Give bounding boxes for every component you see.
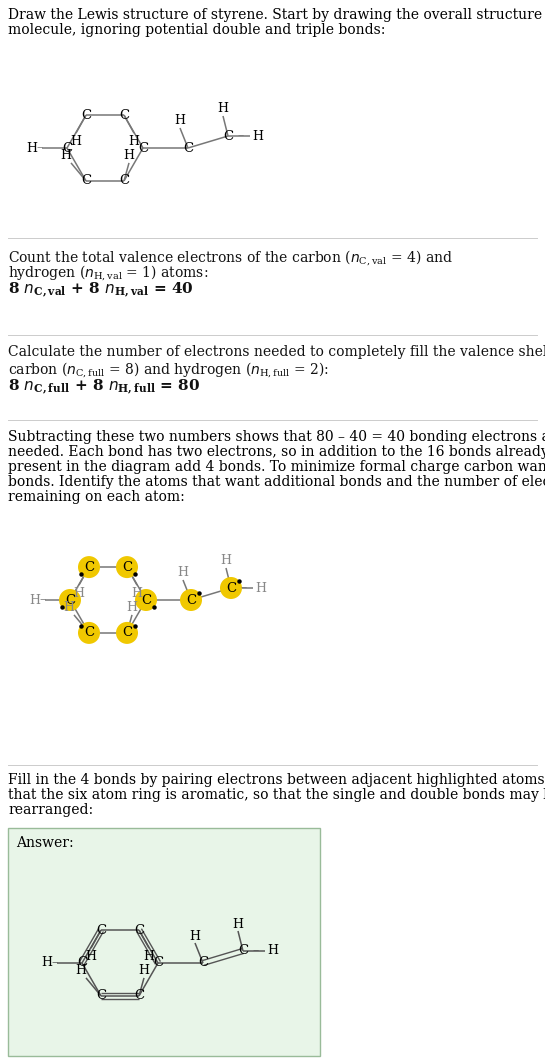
Text: C: C xyxy=(134,990,144,1003)
Text: C: C xyxy=(122,626,132,640)
Text: C: C xyxy=(81,174,91,188)
Text: –: – xyxy=(37,141,43,155)
Circle shape xyxy=(116,622,138,644)
Text: C: C xyxy=(84,626,94,640)
Text: H: H xyxy=(138,964,149,977)
Text: C: C xyxy=(141,593,151,607)
Text: carbon ($n_\mathregular{C,full}$ = 8) and hydrogen ($n_\mathregular{H,full}$ = 2: carbon ($n_\mathregular{C,full}$ = 8) an… xyxy=(8,360,329,380)
Text: H: H xyxy=(64,602,75,614)
Text: H: H xyxy=(174,115,185,127)
Text: H: H xyxy=(221,555,232,568)
Text: C: C xyxy=(62,141,72,155)
Text: C: C xyxy=(119,108,129,122)
Text: H: H xyxy=(178,567,189,579)
Text: rearranged:: rearranged: xyxy=(8,803,93,817)
Text: C: C xyxy=(134,923,144,937)
Text: 8 $n_\mathregular{C,val}$ + 8 $n_\mathregular{H,val}$ = 40: 8 $n_\mathregular{C,val}$ + 8 $n_\mathre… xyxy=(8,280,194,299)
Text: H: H xyxy=(29,593,40,607)
Text: H: H xyxy=(268,944,278,957)
Text: H: H xyxy=(190,929,201,942)
Text: C: C xyxy=(153,957,163,970)
Text: present in the diagram add 4 bonds. To minimize formal charge carbon wants 4: present in the diagram add 4 bonds. To m… xyxy=(8,460,545,474)
Text: H: H xyxy=(126,602,137,614)
Text: H: H xyxy=(256,581,267,594)
Text: H: H xyxy=(70,135,82,147)
Text: C: C xyxy=(223,129,233,142)
Text: C: C xyxy=(138,141,148,155)
Text: –: – xyxy=(52,957,58,970)
Text: H: H xyxy=(131,587,142,599)
Text: hydrogen ($n_\mathregular{H,val}$ = 1) atoms:: hydrogen ($n_\mathregular{H,val}$ = 1) a… xyxy=(8,263,208,282)
Text: H: H xyxy=(143,950,154,962)
Text: 8 $n_\mathregular{C,full}$ + 8 $n_\mathregular{H,full}$ = 80: 8 $n_\mathregular{C,full}$ + 8 $n_\mathr… xyxy=(8,377,201,396)
Text: C: C xyxy=(84,560,94,574)
Text: Calculate the number of electrons needed to completely fill the valence shells f: Calculate the number of electrons needed… xyxy=(8,345,545,359)
Text: C: C xyxy=(122,560,132,574)
Text: Count the total valence electrons of the carbon ($n_\mathregular{C,val}$ = 4) an: Count the total valence electrons of the… xyxy=(8,248,453,267)
Text: –: – xyxy=(238,129,244,142)
Text: C: C xyxy=(119,174,129,188)
Text: H: H xyxy=(86,950,96,962)
Text: C: C xyxy=(81,108,91,122)
Text: H: H xyxy=(129,135,140,147)
Text: H: H xyxy=(217,103,228,116)
Text: molecule, ignoring potential double and triple bonds:: molecule, ignoring potential double and … xyxy=(8,23,385,37)
Circle shape xyxy=(180,589,202,611)
Circle shape xyxy=(78,622,100,644)
Text: Fill in the 4 bonds by pairing electrons between adjacent highlighted atoms. Not: Fill in the 4 bonds by pairing electrons… xyxy=(8,773,545,787)
Text: needed. Each bond has two electrons, so in addition to the 16 bonds already: needed. Each bond has two electrons, so … xyxy=(8,445,545,459)
Text: Draw the Lewis structure of styrene. Start by drawing the overall structure of t: Draw the Lewis structure of styrene. Sta… xyxy=(8,8,545,22)
Text: C: C xyxy=(65,593,75,607)
Text: H: H xyxy=(233,918,244,930)
Text: that the six atom ring is aromatic, so that the single and double bonds may be: that the six atom ring is aromatic, so t… xyxy=(8,788,545,802)
Text: H: H xyxy=(27,141,38,155)
Text: H: H xyxy=(124,150,135,162)
Text: H: H xyxy=(60,150,71,162)
Text: C: C xyxy=(96,990,106,1003)
Text: Subtracting these two numbers shows that 80 – 40 = 40 bonding electrons are: Subtracting these two numbers shows that… xyxy=(8,430,545,443)
Text: H: H xyxy=(76,964,87,977)
Text: H: H xyxy=(252,129,263,142)
Text: remaining on each atom:: remaining on each atom: xyxy=(8,490,185,504)
Text: H: H xyxy=(74,587,84,599)
Text: bonds. Identify the atoms that want additional bonds and the number of electrons: bonds. Identify the atoms that want addi… xyxy=(8,475,545,489)
Circle shape xyxy=(135,589,157,611)
Circle shape xyxy=(116,556,138,578)
Text: C: C xyxy=(183,141,193,155)
Text: Answer:: Answer: xyxy=(16,836,74,850)
Text: –: – xyxy=(253,944,259,957)
Text: C: C xyxy=(198,957,208,970)
Circle shape xyxy=(59,589,81,611)
Text: H: H xyxy=(41,957,52,970)
Circle shape xyxy=(220,577,242,599)
FancyBboxPatch shape xyxy=(8,828,320,1056)
Text: C: C xyxy=(186,593,196,607)
Text: C: C xyxy=(238,944,248,957)
Text: –: – xyxy=(40,593,46,607)
Text: –: – xyxy=(241,581,247,594)
Text: C: C xyxy=(226,581,236,594)
Text: C: C xyxy=(96,923,106,937)
Circle shape xyxy=(78,556,100,578)
Text: C: C xyxy=(77,957,87,970)
